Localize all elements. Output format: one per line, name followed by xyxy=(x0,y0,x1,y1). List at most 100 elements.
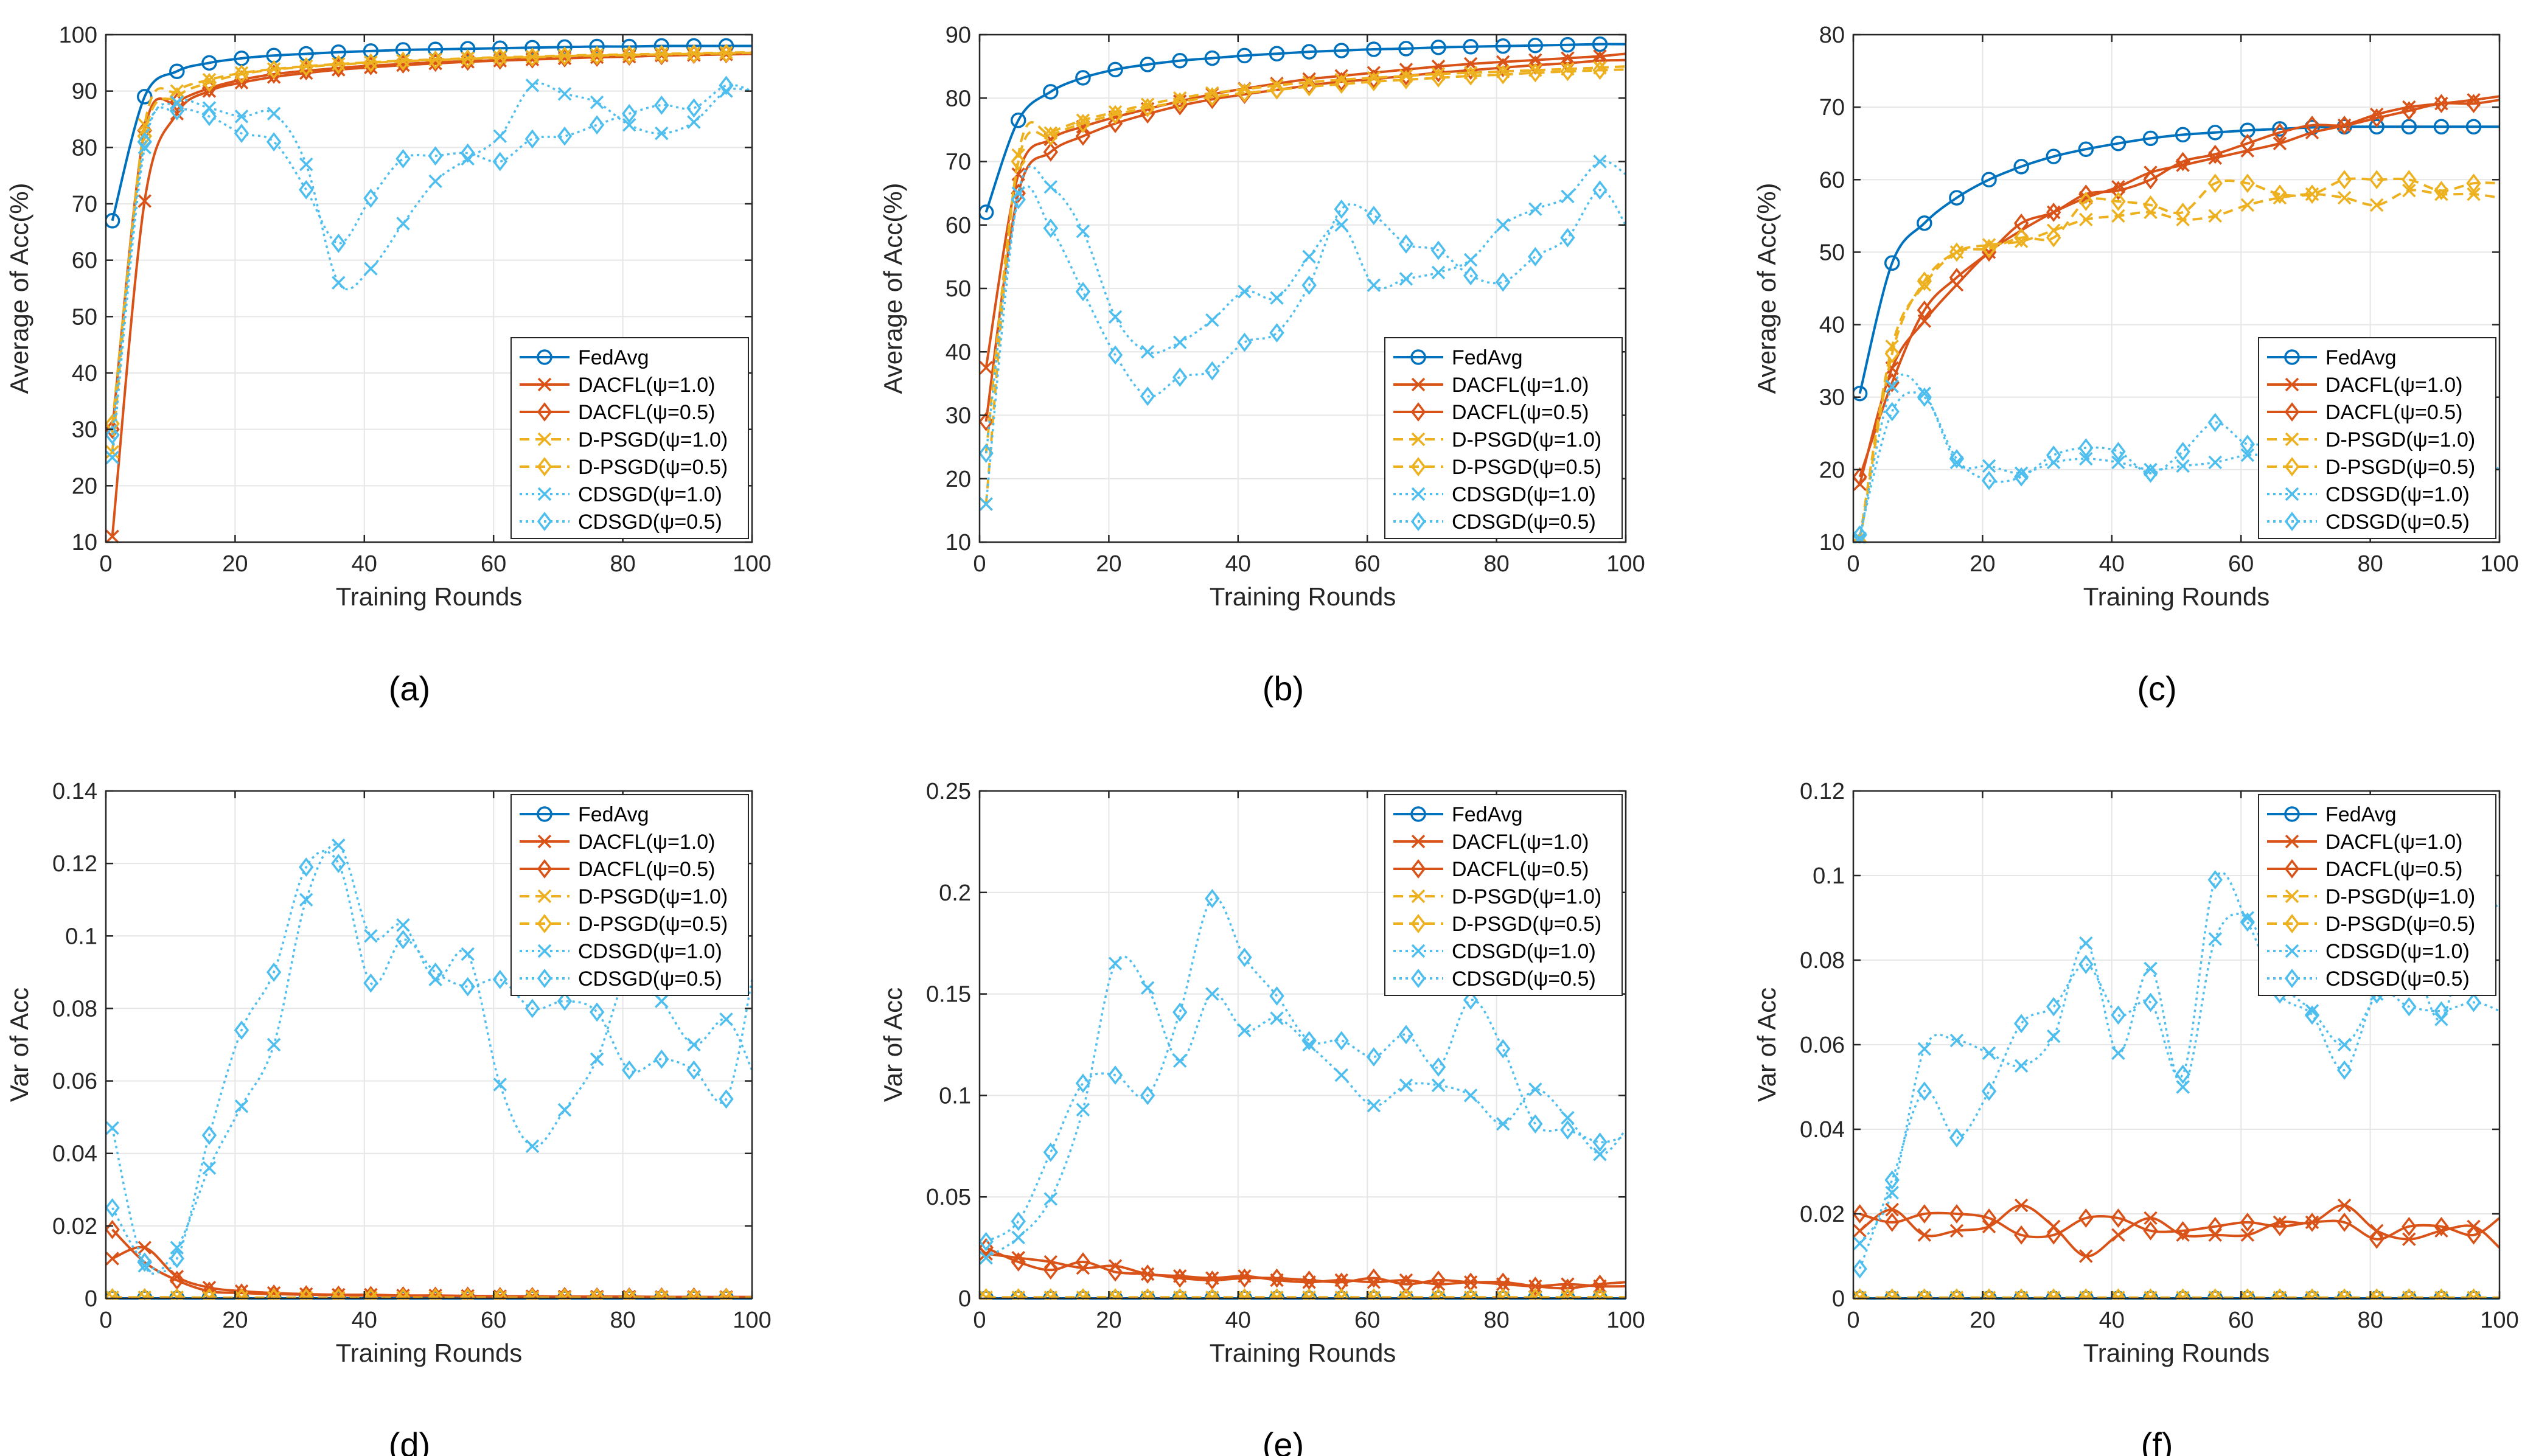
data-point-d-psgd-0-5 xyxy=(1398,1288,1414,1300)
series-group xyxy=(980,36,1627,511)
data-point-d-psgd-1-0 xyxy=(2111,209,2125,223)
data-point-cdsgd-0-5 xyxy=(1011,190,1026,209)
data-point-cdsgd-1-0 xyxy=(202,1161,217,1175)
data-point-d-psgd-0-5 xyxy=(2402,170,2417,190)
data-point-cdsgd-0-5 xyxy=(1269,323,1284,343)
data-point-cdsgd-0-5 xyxy=(719,75,734,96)
data-point-dacfl-0-5 xyxy=(2304,1213,2320,1232)
data-point-d-psgd-0-5 xyxy=(1043,126,1059,146)
data-point-dacfl-1-0 xyxy=(1885,1202,1899,1217)
data-point-d-psgd-0-5 xyxy=(2272,1288,2288,1300)
data-point-d-psgd-0-5 xyxy=(589,46,605,66)
legend-label-cdsgd-1-0: CDSGD(ψ=1.0) xyxy=(2325,483,2470,506)
data-point-cdsgd-0-5 xyxy=(1463,266,1479,286)
data-point-cdsgd-1-0 xyxy=(525,1139,540,1154)
data-point-d-psgd-0-5 xyxy=(1528,1288,1543,1300)
data-point-cdsgd-1-0 xyxy=(980,1251,993,1265)
data-point-cdsgd-1-0 xyxy=(1140,345,1155,359)
legend-label-fedavg: FedAvg xyxy=(1452,346,1523,369)
data-point-fedavg xyxy=(2369,119,2384,135)
panel-caption: (d) xyxy=(389,1426,430,1456)
data-point-d-psgd-1-0 xyxy=(2402,1291,2416,1300)
data-point-cdsgd-1-0 xyxy=(2111,455,2125,470)
y-tick-label: 0 xyxy=(85,1286,97,1312)
x-tick-label: 100 xyxy=(2480,1308,2518,1333)
panel-a: 0 20 40 60 80 100 10 20 30 40 50 60 70 80 90 100 Trainin… xyxy=(5,23,772,708)
data-point-cdsgd-1-0 xyxy=(1463,253,1478,267)
axes-frame xyxy=(978,790,1627,1300)
y-tick-label: 0.12 xyxy=(52,851,97,877)
data-point-d-psgd-0-5 xyxy=(2013,228,2029,248)
data-point-dacfl-0-5 xyxy=(1237,1268,1252,1288)
data-point-fedavg xyxy=(106,213,120,229)
y-tick-label: 0.02 xyxy=(52,1214,97,1239)
panel-d: 0 20 40 60 80 100 0 0.02 0.04 0.06 0.08 0.1 0.12 0.14… xyxy=(5,779,772,1456)
data-point-d-psgd-0-5 xyxy=(589,1287,605,1300)
data-point-cdsgd-1-0 xyxy=(1302,1037,1316,1052)
data-point-dacfl-0-5 xyxy=(2336,116,2352,135)
data-point-d-psgd-0-5 xyxy=(2369,1288,2384,1300)
data-point-d-psgd-0-5 xyxy=(622,1287,637,1300)
data-point-d-psgd-0-5 xyxy=(524,47,540,67)
data-point-d-psgd-0-5 xyxy=(2466,1288,2481,1300)
x-axis-label: Training Rounds xyxy=(1210,582,1396,611)
data-point-fedavg xyxy=(1333,43,1350,58)
data-point-d-psgd-0-5 xyxy=(2013,1288,2029,1300)
data-point-dacfl-0-5 xyxy=(1043,1260,1059,1280)
data-point-cdsgd-0-5 xyxy=(1398,1025,1414,1045)
legend-label-dacfl-0-5: DACFL(ψ=0.5) xyxy=(2325,858,2462,881)
y-axis-label: Var of Acc xyxy=(5,988,33,1102)
data-point-fedavg xyxy=(1917,215,1932,231)
data-point-fedavg xyxy=(1366,41,1382,57)
y-tick-label: 70 xyxy=(946,150,971,175)
y-tick-label: 30 xyxy=(1819,385,1845,411)
legend-marker-d-psgd-0-5 xyxy=(537,457,552,476)
data-point-d-psgd-1-0 xyxy=(2240,198,2255,212)
data-point-cdsgd-0-5 xyxy=(234,1020,249,1040)
y-axis-label: Var of Acc xyxy=(1752,988,1781,1102)
legend-marker-d-psgd-0-5 xyxy=(537,914,552,933)
data-point-cdsgd-0-5 xyxy=(1430,240,1446,260)
data-point-d-psgd-0-5 xyxy=(1269,1288,1284,1300)
y-tick-label: 0.15 xyxy=(926,982,971,1008)
series-line-cdsgd-0-5 xyxy=(111,850,753,1273)
data-point-dacfl-0-5 xyxy=(1884,373,1900,392)
data-point-cdsgd-0-5 xyxy=(331,233,346,253)
data-point-d-psgd-0-5 xyxy=(266,60,282,80)
data-point-cdsgd-1-0 xyxy=(1593,155,1607,169)
data-point-dacfl-0-5 xyxy=(1853,1204,1867,1224)
data-point-d-psgd-0-5 xyxy=(395,1287,411,1300)
data-point-cdsgd-0-5 xyxy=(2046,445,2061,465)
x-axis-label: Training Rounds xyxy=(2083,582,2270,611)
data-point-cdsgd-1-0 xyxy=(1108,310,1123,324)
data-point-cdsgd-0-5 xyxy=(1075,282,1091,302)
data-point-d-psgd-0-5 xyxy=(1301,77,1317,97)
legend-label-dacfl-1-0: DACFL(ψ=1.0) xyxy=(2325,374,2462,397)
data-point-dacfl-0-5 xyxy=(2336,1213,2352,1232)
data-point-d-psgd-0-5 xyxy=(234,64,249,84)
data-point-cdsgd-0-5 xyxy=(1592,180,1608,200)
data-point-cdsgd-0-5 xyxy=(686,98,702,118)
data-point-d-psgd-0-5 xyxy=(1107,1288,1123,1300)
legend-marker-d-psgd-0-5 xyxy=(1410,914,1426,933)
series-line-dacfl-1-0 xyxy=(1858,95,2500,485)
data-point-d-psgd-0-5 xyxy=(1981,239,1997,259)
data-point-d-psgd-0-5 xyxy=(428,50,443,70)
x-tick-label: 20 xyxy=(222,1308,248,1333)
y-tick-label: 10 xyxy=(1819,530,1845,556)
data-point-cdsgd-0-5 xyxy=(1949,449,1965,468)
legend: FedAvg DACFL(ψ=1.0) DACFL(ψ=0.5) D-PSGD(ψ=1… xyxy=(1384,794,1623,996)
data-point-cdsgd-0-5 xyxy=(363,188,378,208)
data-point-dacfl-1-0 xyxy=(2014,1198,2029,1213)
data-point-cdsgd-0-5 xyxy=(1560,1120,1575,1140)
data-point-dacfl-0-5 xyxy=(2111,181,2126,201)
data-point-d-psgd-0-5 xyxy=(299,1287,314,1300)
data-point-d-psgd-0-5 xyxy=(654,1287,669,1300)
data-point-d-psgd-1-0 xyxy=(2079,212,2093,227)
data-point-fedavg xyxy=(557,39,573,55)
data-point-cdsgd-0-5 xyxy=(686,1060,702,1080)
data-point-cdsgd-1-0 xyxy=(1949,1033,1964,1048)
y-tick-label: 0.14 xyxy=(52,779,97,804)
y-tick-label: 0.25 xyxy=(926,779,971,804)
legend-marker-dacfl-0-5 xyxy=(1410,402,1426,422)
